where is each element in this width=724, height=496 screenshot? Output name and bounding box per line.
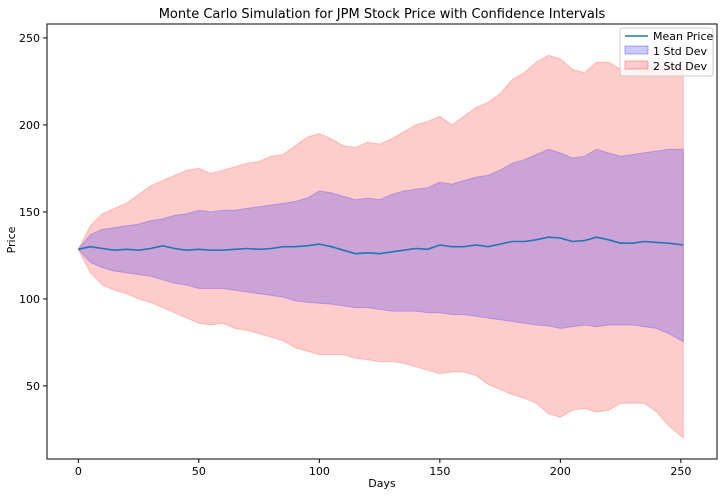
x-axis-label: Days [368,477,396,490]
y-axis: 50 100 150 200 250 [19,32,47,393]
plot-frame [46,23,718,460]
y-tick-label: 100 [19,293,40,306]
legend: Mean Price 1 Std Dev 2 Std Dev [619,27,714,77]
band-1-std-dev [77,148,684,343]
x-tick-label: 50 [192,465,206,478]
chart-title: Monte Carlo Simulation for JPM Stock Pri… [159,7,606,22]
y-tick-label: 200 [19,119,40,132]
mean-price-line [78,236,684,255]
legend-box [619,27,714,77]
y-axis-label: Price [5,226,18,253]
confidence-bands [77,54,684,440]
x-tick-label: 150 [429,465,450,478]
y-tick-label: 50 [26,380,40,393]
legend-label: Mean Price [653,30,714,43]
y-tick-label: 250 [19,32,40,45]
legend-label: 2 Std Dev [653,60,708,73]
x-tick-label: 100 [309,465,330,478]
y-tick-label: 150 [19,206,40,219]
x-axis: 0 50 100 150 200 250 [75,459,691,478]
band-2-std-dev [77,54,684,440]
legend-swatch-1-std-dev [624,45,649,55]
x-tick-label: 0 [75,465,82,478]
legend-swatch-2-std-dev [624,60,649,70]
mean-line-group [78,236,684,255]
x-tick-label: 200 [550,465,571,478]
legend-label: 1 Std Dev [653,45,708,58]
x-tick-label: 250 [670,465,691,478]
